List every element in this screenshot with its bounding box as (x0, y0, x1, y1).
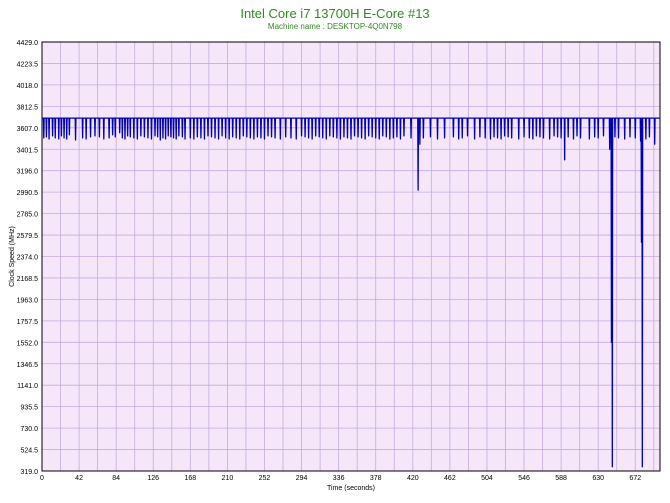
x-tick-label: 546 (518, 475, 530, 482)
x-tick-label: 294 (296, 475, 308, 482)
y-tick-label: 524.5 (20, 448, 38, 455)
y-tick-label: 4429.0 (17, 40, 39, 47)
x-tick-label: 336 (333, 475, 345, 482)
y-tick-label: 4018.0 (17, 83, 39, 90)
y-tick-label: 3196.0 (17, 169, 39, 176)
y-tick-label: 2579.5 (17, 233, 39, 240)
x-tick-label: 126 (147, 475, 159, 482)
y-tick-label: 2785.0 (17, 212, 39, 219)
y-tick-label: 1963.0 (17, 297, 39, 304)
x-tick-label: 210 (222, 475, 234, 482)
x-tick-label: 504 (481, 475, 493, 482)
x-tick-label: 0 (40, 475, 44, 482)
y-tick-label: 2168.5 (17, 276, 39, 283)
x-tick-label: 588 (555, 475, 567, 482)
x-axis-label: Time (seconds) (327, 485, 375, 492)
y-tick-label: 2990.5 (17, 190, 39, 197)
y-tick-label: 730.0 (20, 426, 38, 433)
x-tick-label: 420 (407, 475, 419, 482)
series-line (42, 117, 660, 468)
plot-border (41, 41, 661, 472)
x-tick-label: 168 (184, 475, 196, 482)
x-tick-label: 84 (112, 475, 120, 482)
x-tick-label: 378 (370, 475, 382, 482)
x-tick-label: 462 (444, 475, 456, 482)
x-tick-label: 42 (75, 475, 83, 482)
y-tick-label: 1141.0 (17, 383, 38, 390)
y-tick-label: 4223.5 (17, 61, 39, 68)
y-tick-label: 1346.5 (17, 362, 39, 369)
y-tick-label: 1757.5 (17, 319, 39, 326)
y-tick-label: 935.5 (20, 405, 38, 412)
y-tick-label: 3812.5 (17, 104, 39, 111)
x-tick-label: 252 (259, 475, 271, 482)
y-tick-label: 3607.0 (17, 126, 39, 133)
chart-subtitle: Machine name : DESKTOP-4Q0N798 (267, 22, 403, 31)
x-tick-label: 672 (629, 475, 641, 482)
x-tick-label: 630 (592, 475, 604, 482)
y-tick-label: 2374.0 (17, 255, 39, 262)
chart-title: Intel Core i7 13700H E-Core #13 (240, 6, 430, 21)
y-tick-label: 3401.5 (17, 147, 39, 154)
y-axis-label: Clock Speed (MHz) (9, 226, 16, 287)
y-tick-label: 319.0 (20, 469, 38, 476)
y-tick-label: 1552.0 (17, 340, 39, 347)
